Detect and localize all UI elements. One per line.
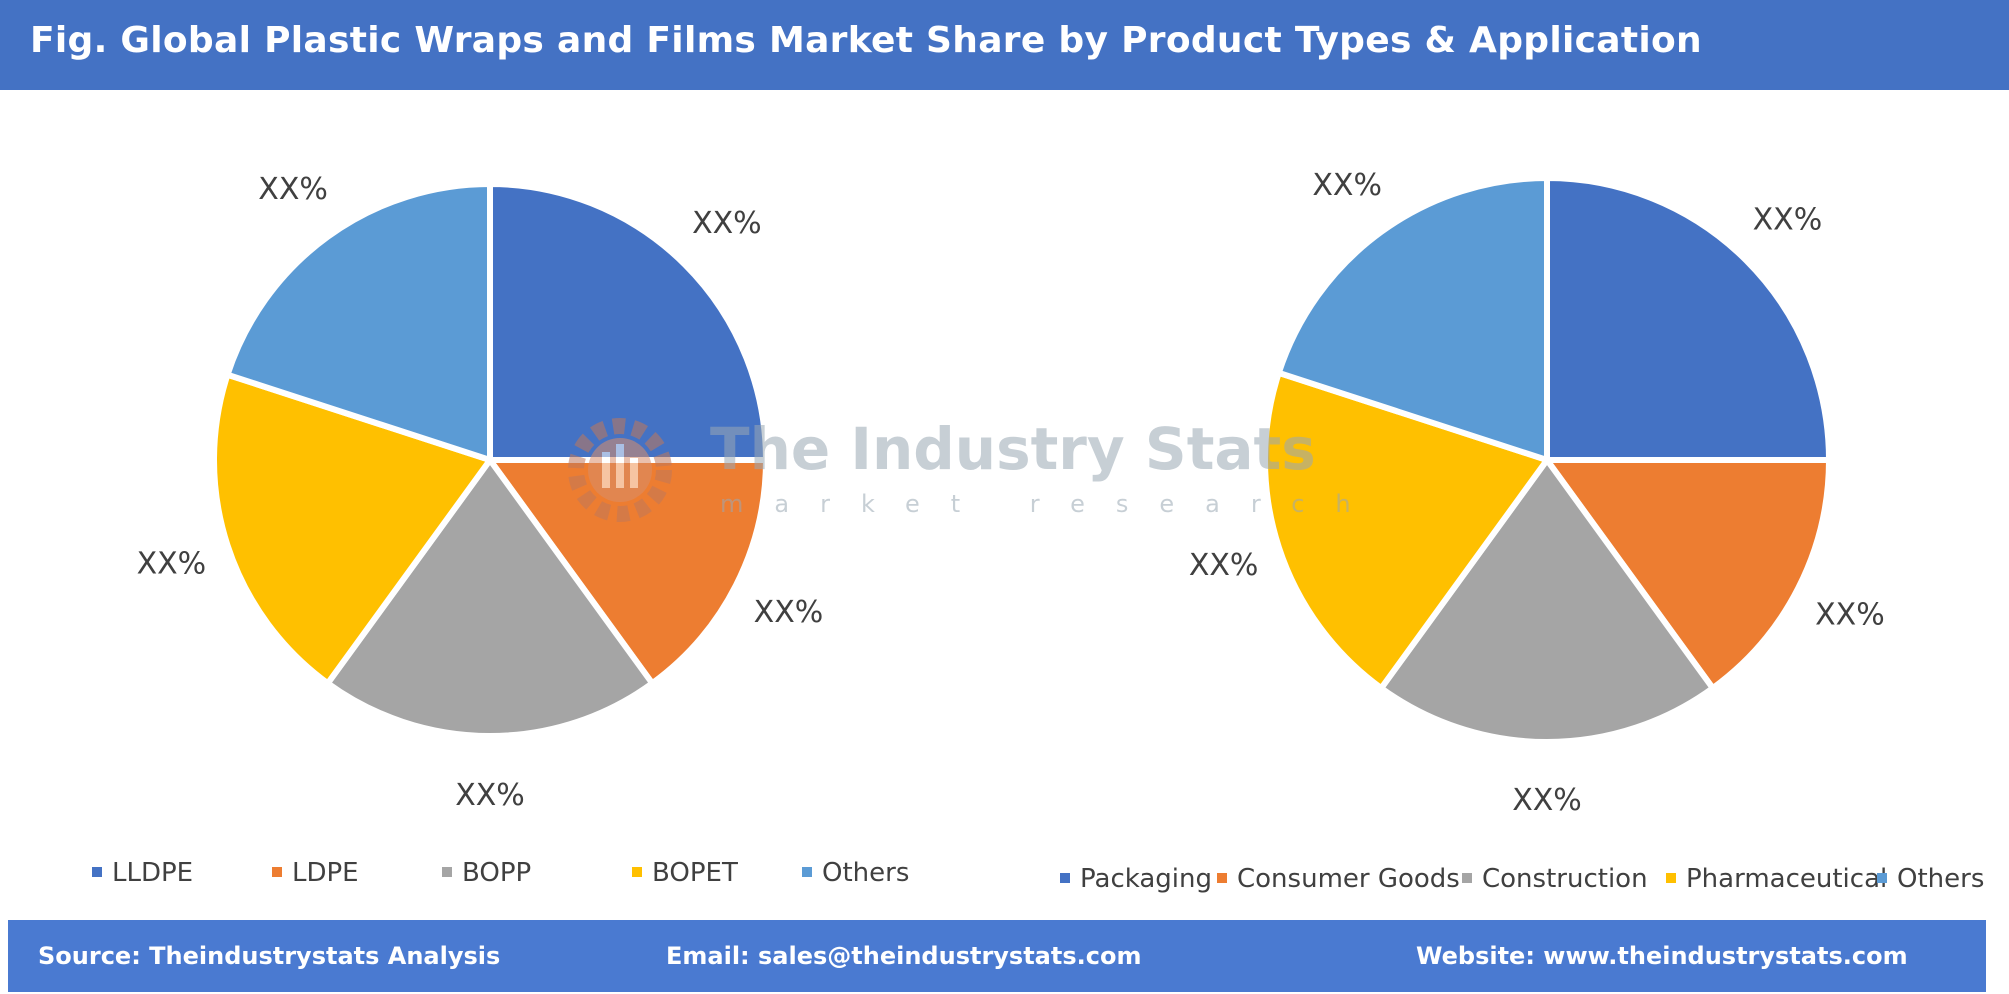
legend-swatch (1666, 872, 1676, 883)
legend-swatch (1217, 872, 1227, 883)
data-label: XX% (1512, 783, 1582, 818)
pie-slice-ldpe (484, 457, 770, 688)
watermark-subtitle: market research (720, 490, 1382, 518)
footer-source: Source: Theindustrystats Analysis (38, 942, 501, 970)
data-label: XX% (455, 778, 525, 813)
legend-item: Consumer Goods (1217, 864, 1460, 894)
legend-label: Pharmaceutical (1686, 864, 1888, 894)
legend-item: Construction (1462, 864, 1648, 894)
legend-product-types: LLDPE LDPE BOPP BOPET Others (92, 858, 992, 894)
pie-slice-packaging (1544, 174, 1833, 463)
data-label: XX% (1189, 548, 1259, 583)
legend-item: BOPET (632, 858, 738, 888)
pie-slice-consumer-goods (1541, 457, 1833, 693)
legend-swatch (802, 866, 812, 877)
legend-item: Packaging (1060, 864, 1212, 894)
legend-swatch (1877, 872, 1887, 883)
legend-item: LDPE (272, 858, 359, 888)
data-label: XX% (1815, 597, 1885, 632)
legend-item: BOPP (442, 858, 531, 888)
data-label: XX% (754, 595, 824, 630)
chart-title: Fig. Global Plastic Wraps and Films Mark… (30, 20, 1702, 61)
legend-application: Packaging Consumer Goods Construction Pharm… (1060, 864, 2000, 900)
watermark: The Industry Stats market research (540, 410, 1370, 530)
data-label: XX% (137, 547, 207, 582)
legend-item: Others (802, 858, 909, 888)
legend-item: LLDPE (92, 858, 193, 888)
footer-bar: Source: Theindustrystats Analysis Email:… (8, 920, 1986, 992)
footer-website: Website: www.theindustrystats.com (1416, 942, 1908, 970)
pie-slice-others (223, 180, 493, 465)
pie-slice-construction (1377, 454, 1717, 746)
legend-label: Consumer Goods (1237, 864, 1460, 894)
legend-label: BOPET (652, 858, 738, 888)
legend-item: Others (1877, 864, 1984, 894)
legend-swatch (1462, 872, 1472, 883)
gear-logo-icon (568, 418, 672, 522)
data-label: XX% (258, 172, 328, 207)
legend-item: Pharmaceutical (1666, 864, 1887, 894)
data-label: XX% (692, 206, 762, 241)
legend-label: LDPE (292, 858, 359, 888)
legend-swatch (1060, 872, 1070, 883)
legend-swatch (272, 866, 282, 877)
data-label: XX% (1753, 203, 1823, 238)
legend-swatch (442, 866, 452, 877)
legend-label: Others (822, 858, 910, 888)
legend-label: LLDPE (112, 858, 194, 888)
legend-label: Others (1897, 864, 1985, 894)
legend-label: Packaging (1080, 864, 1212, 894)
header-bar: Fig. Global Plastic Wraps and Films Mark… (0, 0, 2009, 90)
pie-slice-others (1275, 174, 1550, 465)
legend-label: Construction (1482, 864, 1648, 894)
legend-swatch (632, 866, 642, 877)
pie-slice-bopet (211, 370, 495, 688)
legend-swatch (92, 866, 102, 877)
legend-label: BOPP (462, 858, 532, 888)
data-label: XX% (1312, 168, 1382, 203)
pie-slice-pharmaceutical (1262, 369, 1552, 693)
watermark-name: The Industry Stats (710, 415, 1316, 483)
pie-slice-bopp (323, 454, 657, 739)
footer-email: Email: sales@theindustrystats.com (666, 942, 1142, 970)
pie-slice-lldpe (487, 180, 770, 463)
